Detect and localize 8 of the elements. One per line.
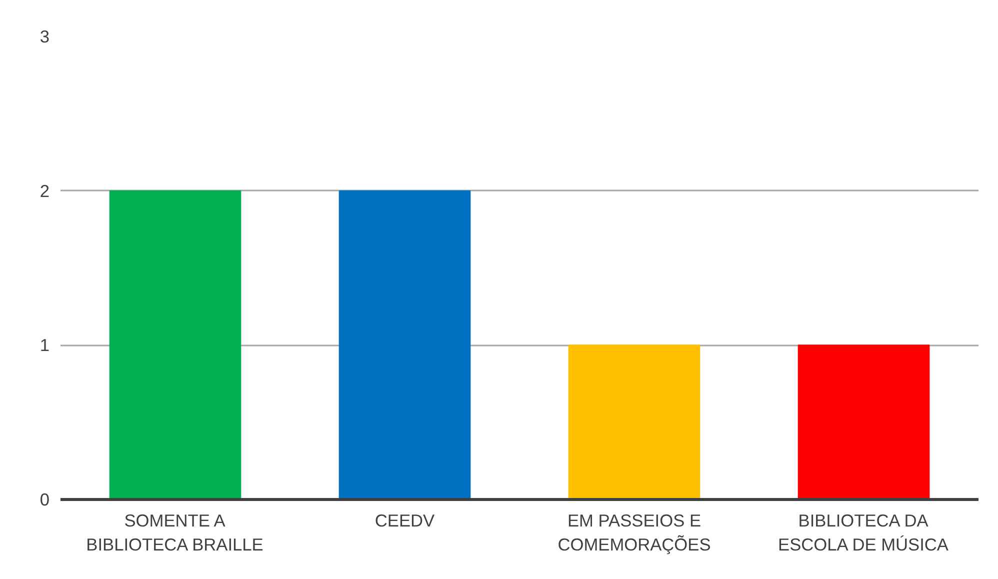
x-tick-label: EM PASSEIOS E COMEMORAÇÕES [558,510,711,554]
y-tick-label: 3 [40,26,50,46]
y-tick-label: 1 [40,335,50,356]
x-tick-label: CEEDV [374,510,436,530]
y-tick-label: 0 [40,490,50,510]
y-tick-label: 2 [40,180,50,201]
x-tick-label: BIBLIOTECA DA ESCOLA DE MÚSICA [778,510,949,554]
x-tick-label: SOMENTE A BIBLIOTECA BRAILLE [86,510,264,554]
